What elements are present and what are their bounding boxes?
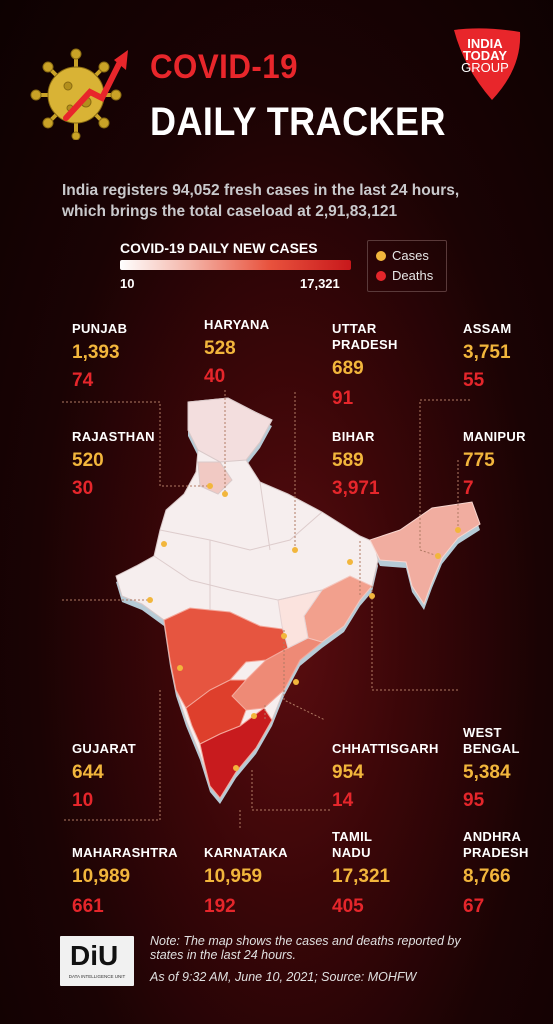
state-deaths: 3,971 <box>332 478 380 499</box>
logo-line-3: GROUP <box>461 60 509 75</box>
state-cases: 10,959 <box>204 866 263 887</box>
logo-shape-icon <box>454 28 521 100</box>
state-cases: 10,989 <box>72 866 131 887</box>
legend-deaths-label: Deaths <box>392 268 434 283</box>
deaths-dot-icon <box>376 270 386 281</box>
state-name: PUNJAB <box>72 321 128 336</box>
state-cases: 644 <box>72 762 104 783</box>
state-cases: 589 <box>332 450 364 471</box>
state-name: GUJARAT <box>72 741 136 756</box>
state-name-line2: PRADESH <box>463 845 529 860</box>
state-name: KARNATAKA <box>204 845 288 860</box>
india-today-logo: INDIA TODAY GROUP <box>444 28 524 109</box>
state-name-line2: BENGAL <box>463 741 520 756</box>
legend-gradient <box>120 260 351 270</box>
logo-line-2: TODAY <box>462 48 508 63</box>
logo-line-1: INDIA <box>467 36 503 51</box>
state-deaths: 40 <box>204 366 226 387</box>
state-deaths: 91 <box>332 388 354 409</box>
state-cases: 3,751 <box>463 342 511 363</box>
legend-max: 17,321 <box>300 276 340 291</box>
state-name-line1: WEST <box>463 725 502 740</box>
cases-dot-icon <box>376 250 386 261</box>
state-name-line1: ANDHRA <box>463 829 522 844</box>
state-deaths: 10 <box>72 790 94 811</box>
diu-text: DiU <box>70 940 119 971</box>
state-name-line1: TAMIL <box>332 829 373 844</box>
diu-badge: DiU DATA INTELLIGENCE UNIT <box>60 936 134 986</box>
state-deaths: 30 <box>72 478 94 499</box>
state-cases: 528 <box>204 338 236 359</box>
state-deaths: 192 <box>204 896 236 917</box>
legend-cases: Cases <box>376 248 429 263</box>
map-northeast <box>369 501 481 606</box>
map-tamil-nadu <box>199 707 273 799</box>
summary-line-1: India registers 94,052 fresh cases in th… <box>62 182 460 199</box>
state-name-line2: NADU <box>332 845 371 860</box>
state-cases: 8,766 <box>463 866 511 887</box>
summary-text: India registers 94,052 fresh cases in th… <box>62 180 522 222</box>
legend-min: 10 <box>120 276 135 291</box>
title-daily-tracker: DAILY TRACKER <box>150 100 446 144</box>
legend-cases-label: Cases <box>392 248 429 263</box>
title-covid: COVID-19 <box>150 48 298 86</box>
state-deaths: 7 <box>463 478 474 499</box>
state-deaths: 14 <box>332 790 354 811</box>
state-deaths: 661 <box>72 896 104 917</box>
state-name-line1: UTTAR <box>332 321 377 336</box>
map-karnataka <box>185 679 248 745</box>
state-name-line2: PRADESH <box>332 337 398 352</box>
virus-arrow-icon <box>30 48 128 140</box>
state-name: HARYANA <box>204 317 270 332</box>
footer-source: As of 9:32 AM, June 10, 2021; Source: MO… <box>150 970 417 984</box>
state-deaths: 67 <box>463 896 485 917</box>
legend-key: Cases Deaths <box>367 240 447 292</box>
state-cases: 775 <box>463 450 495 471</box>
state-deaths: 405 <box>332 896 364 917</box>
note-line-2: states in the last 24 hours. <box>150 948 296 962</box>
map-maharashtra <box>163 607 291 709</box>
diu-subtext: DATA INTELLIGENCE UNIT <box>68 974 126 979</box>
state-name: BIHAR <box>332 429 375 444</box>
state-name: ASSAM <box>463 321 512 336</box>
summary-line-2: which brings the total caseload at 2,91,… <box>62 203 398 220</box>
state-cases: 5,384 <box>463 762 511 783</box>
footer-note: Note: The map shows the cases and deaths… <box>150 934 530 962</box>
state-cases: 17,321 <box>332 866 391 887</box>
note-line-1: Note: The map shows the cases and deaths… <box>150 934 461 948</box>
state-name: RAJASTHAN <box>72 429 155 444</box>
state-deaths: 55 <box>463 370 485 391</box>
state-cases: 1,393 <box>72 342 120 363</box>
legend-title: COVID-19 DAILY NEW CASES <box>120 240 318 256</box>
state-name: CHHATTISGARH <box>332 741 439 756</box>
state-deaths: 95 <box>463 790 485 811</box>
state-name: MANIPUR <box>463 429 526 444</box>
india-map <box>62 390 481 830</box>
state-cases: 520 <box>72 450 104 471</box>
legend-deaths: Deaths <box>376 268 433 283</box>
state-name: MAHARASHTRA <box>72 845 178 860</box>
state-cases: 689 <box>332 358 364 379</box>
state-cases: 954 <box>332 762 364 783</box>
state-deaths: 74 <box>72 370 94 391</box>
